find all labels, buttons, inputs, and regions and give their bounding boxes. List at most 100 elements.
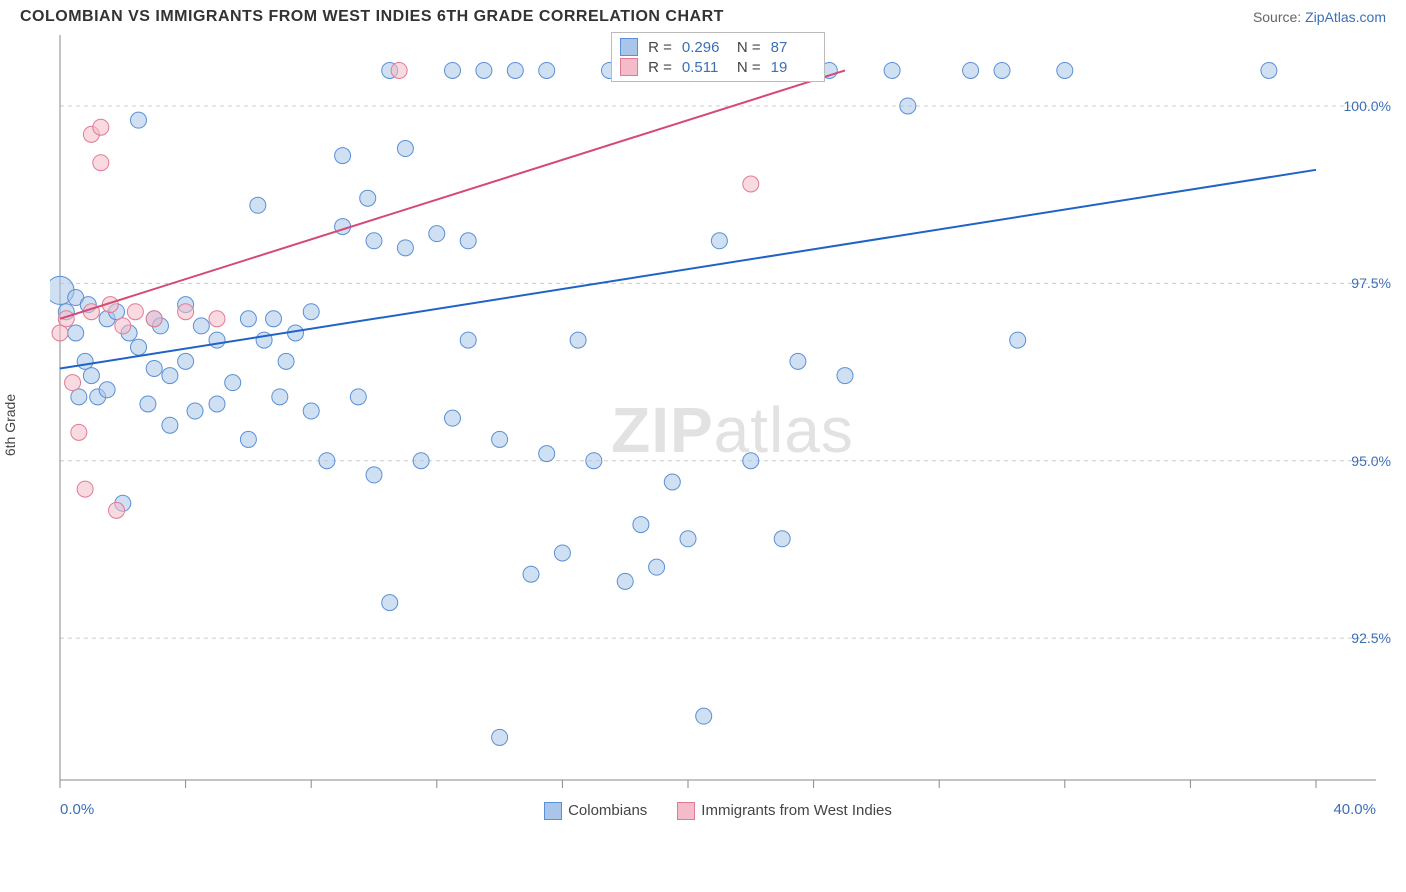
data-point bbox=[209, 311, 225, 327]
chart-area: 6th Grade ZIPatlas R =0.296N =87R =0.511… bbox=[50, 30, 1386, 820]
stats-row: R =0.511N =19 bbox=[620, 57, 816, 77]
data-point bbox=[240, 431, 256, 447]
y-tick-label: 95.0% bbox=[1351, 453, 1391, 469]
data-point bbox=[507, 62, 523, 78]
data-point bbox=[476, 62, 492, 78]
data-point bbox=[250, 197, 266, 213]
data-point bbox=[664, 474, 680, 490]
data-point bbox=[272, 389, 288, 405]
data-point bbox=[115, 318, 131, 334]
y-axis-label: 6th Grade bbox=[2, 394, 18, 456]
data-point bbox=[93, 155, 109, 171]
data-point bbox=[397, 141, 413, 157]
legend-item: Colombians bbox=[544, 802, 647, 820]
data-point bbox=[617, 573, 633, 589]
data-point bbox=[884, 62, 900, 78]
data-point bbox=[963, 62, 979, 78]
data-point bbox=[743, 453, 759, 469]
data-point bbox=[539, 62, 555, 78]
data-point bbox=[209, 332, 225, 348]
data-point bbox=[240, 311, 256, 327]
data-point bbox=[65, 375, 81, 391]
y-tick-label: 92.5% bbox=[1351, 630, 1391, 646]
y-tick-label: 100.0% bbox=[1344, 98, 1391, 114]
data-point bbox=[83, 368, 99, 384]
data-point bbox=[178, 353, 194, 369]
data-point bbox=[774, 531, 790, 547]
r-label: R = bbox=[648, 59, 672, 76]
data-point bbox=[303, 304, 319, 320]
data-point bbox=[445, 62, 461, 78]
legend-swatch bbox=[677, 802, 695, 820]
chart-source: Source: ZipAtlas.com bbox=[1253, 9, 1386, 25]
data-point bbox=[554, 545, 570, 561]
stats-legend-box: R = 0.296 N = 87R =0.511N =19 bbox=[611, 32, 825, 82]
data-point bbox=[225, 375, 241, 391]
data-point bbox=[743, 176, 759, 192]
data-point bbox=[445, 410, 461, 426]
data-point bbox=[366, 467, 382, 483]
data-point bbox=[429, 226, 445, 242]
data-point bbox=[93, 119, 109, 135]
data-point bbox=[492, 729, 508, 745]
legend-item: Immigrants from West Indies bbox=[677, 802, 892, 820]
data-point bbox=[178, 304, 194, 320]
r-label: R = bbox=[648, 39, 672, 56]
data-point bbox=[187, 403, 203, 419]
source-prefix: Source: bbox=[1253, 9, 1305, 25]
bottom-legend: Colombians Immigrants from West Indies bbox=[50, 802, 1386, 820]
data-point bbox=[460, 332, 476, 348]
data-point bbox=[319, 453, 335, 469]
data-point bbox=[391, 62, 407, 78]
data-point bbox=[131, 112, 147, 128]
legend-label: Immigrants from West Indies bbox=[701, 802, 892, 819]
data-point bbox=[77, 481, 93, 497]
legend-swatch bbox=[620, 58, 638, 76]
data-point bbox=[649, 559, 665, 575]
data-point bbox=[266, 311, 282, 327]
data-point bbox=[711, 233, 727, 249]
data-point bbox=[1010, 332, 1026, 348]
data-point bbox=[790, 353, 806, 369]
data-point bbox=[140, 396, 156, 412]
data-point bbox=[162, 368, 178, 384]
data-point bbox=[397, 240, 413, 256]
data-point bbox=[131, 339, 147, 355]
n-label: N = bbox=[737, 59, 761, 76]
scatter-plot-svg bbox=[50, 30, 1386, 820]
data-point bbox=[1261, 62, 1277, 78]
data-point bbox=[146, 360, 162, 376]
data-point bbox=[1057, 62, 1073, 78]
y-tick-label: 97.5% bbox=[1351, 275, 1391, 291]
chart-title: COLOMBIAN VS IMMIGRANTS FROM WEST INDIES… bbox=[20, 8, 724, 26]
stats-row: R =0.296N =87 bbox=[620, 37, 816, 57]
data-point bbox=[193, 318, 209, 334]
data-point bbox=[77, 353, 93, 369]
chart-header: COLOMBIAN VS IMMIGRANTS FROM WEST INDIES… bbox=[0, 0, 1406, 30]
data-point bbox=[278, 353, 294, 369]
data-point bbox=[586, 453, 602, 469]
data-point bbox=[900, 98, 916, 114]
trend-line bbox=[60, 170, 1316, 369]
data-point bbox=[71, 424, 87, 440]
data-point bbox=[523, 566, 539, 582]
data-point bbox=[680, 531, 696, 547]
data-point bbox=[633, 517, 649, 533]
data-point bbox=[994, 62, 1010, 78]
legend-label: Colombians bbox=[568, 802, 647, 819]
data-point bbox=[71, 389, 87, 405]
data-point bbox=[146, 311, 162, 327]
data-point bbox=[492, 431, 508, 447]
data-point bbox=[109, 502, 125, 518]
data-point bbox=[335, 148, 351, 164]
trend-line bbox=[60, 70, 845, 318]
data-point bbox=[360, 190, 376, 206]
legend-swatch bbox=[544, 802, 562, 820]
data-point bbox=[162, 417, 178, 433]
source-link[interactable]: ZipAtlas.com bbox=[1305, 9, 1386, 25]
r-value: 0.296 bbox=[682, 39, 727, 56]
legend-swatch bbox=[620, 38, 638, 56]
data-point bbox=[460, 233, 476, 249]
data-point bbox=[837, 368, 853, 384]
n-value: 87 bbox=[771, 39, 816, 56]
